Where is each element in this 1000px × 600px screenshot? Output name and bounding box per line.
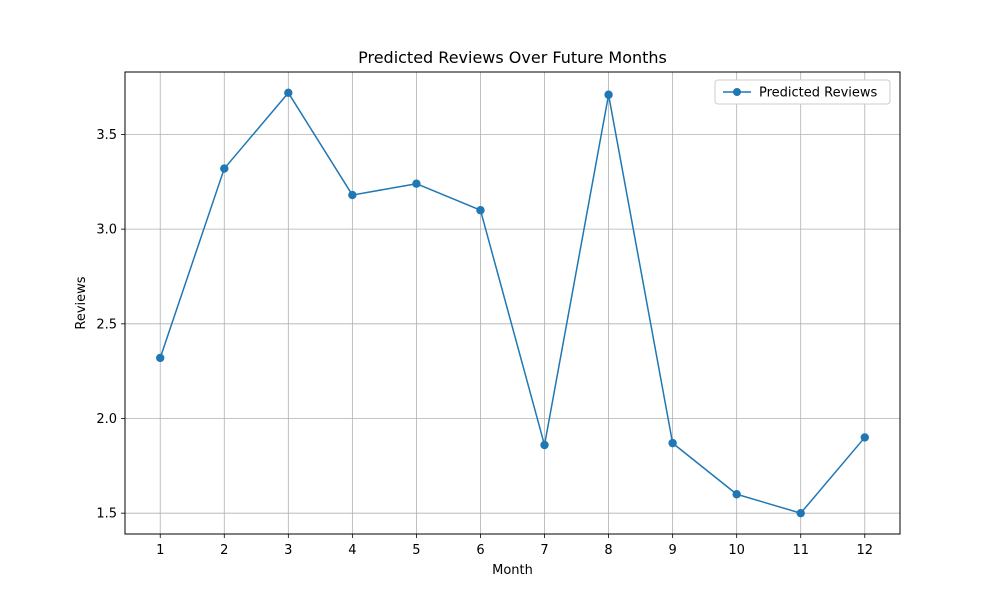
data-point: [796, 508, 805, 518]
x-tick-label: 8: [604, 543, 612, 558]
legend-series-label: Predicted Reviews: [759, 86, 878, 101]
x-tick-label: 5: [412, 543, 420, 558]
x-axis-ticks: 1 2 3 4 5 6 7 8 9 10 11 12: [156, 534, 873, 558]
y-axis-label: Reviews: [74, 276, 89, 329]
x-tick-label: 2: [220, 543, 228, 558]
plot-frame: [124, 71, 901, 535]
data-point: [476, 206, 485, 215]
x-tick-label: 4: [348, 543, 356, 558]
x-tick-label: 7: [540, 543, 548, 558]
data-point: [540, 440, 549, 450]
x-tick-label: 1: [156, 543, 164, 558]
legend-series-marker: [733, 88, 741, 96]
y-tick-label: 2.5: [96, 317, 117, 332]
x-tick-label: 12: [856, 543, 873, 558]
y-tick-label: 3.0: [96, 223, 117, 238]
y-tick-label: 1.5: [96, 507, 117, 522]
x-tick-label: 9: [668, 543, 676, 558]
data-point: [348, 190, 357, 200]
x-tick-label: 6: [476, 543, 484, 558]
x-axis-label: Month: [492, 563, 533, 578]
data-point: [668, 438, 677, 448]
x-tick-label: 11: [792, 543, 809, 558]
legend: Predicted Reviews: [714, 79, 891, 105]
legend-box: [714, 79, 891, 105]
data-point: [412, 179, 421, 188]
y-axis-ticks: 1.5 2.0 2.5 3.0 3.5: [96, 128, 125, 522]
data-point: [220, 164, 229, 173]
data-point: [604, 90, 613, 99]
series-layer: [156, 88, 869, 518]
y-tick-label: 2.0: [96, 412, 117, 427]
x-tick-label: 3: [284, 543, 292, 558]
y-tick-label: 3.5: [96, 128, 117, 143]
data-point: [860, 433, 869, 442]
series-line: [159, 92, 866, 514]
data-point: [732, 490, 741, 499]
chart-title: Predicted Reviews Over Future Months: [358, 48, 667, 67]
data-point: [284, 88, 293, 98]
data-point: [156, 353, 165, 363]
grid: [125, 72, 900, 534]
x-tick-label: 10: [728, 543, 745, 558]
